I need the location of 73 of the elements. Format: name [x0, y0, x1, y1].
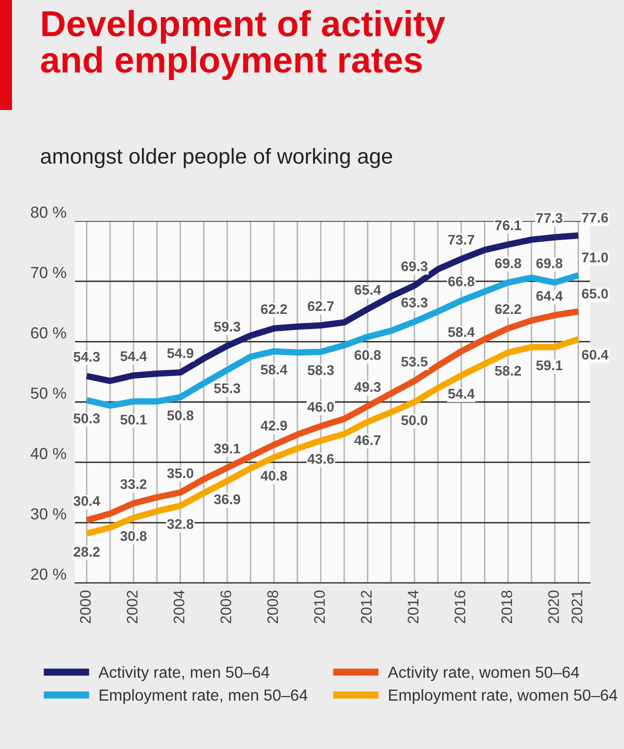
data-label: 49.3 — [354, 382, 381, 392]
data-label: 46.7 — [354, 435, 381, 446]
x-tick-label: 2010 — [314, 590, 325, 624]
data-label: 62.2 — [260, 304, 287, 314]
data-label: 65.0 — [582, 288, 608, 299]
data-label: 60.4 — [582, 350, 608, 360]
chart-subtitle: amongst older people of working age — [40, 148, 392, 168]
data-label: 42.9 — [260, 420, 287, 431]
data-label: 32.8 — [167, 519, 194, 529]
data-label: 50.1 — [120, 414, 147, 425]
y-tick-label: 30 % — [30, 508, 66, 520]
data-label: 58.3 — [308, 365, 334, 376]
data-label: 55.3 — [214, 383, 240, 394]
data-label: 62.2 — [495, 304, 522, 314]
y-tick-label: 20 % — [31, 568, 66, 580]
data-label: 36.9 — [214, 494, 240, 504]
data-label: 77.3 — [536, 213, 562, 223]
data-label: 77.6 — [582, 212, 608, 223]
data-label: 63.3 — [401, 298, 428, 308]
data-label: 69.3 — [401, 261, 428, 272]
x-tick-label: 2012 — [360, 590, 372, 624]
data-label: 39.1 — [214, 444, 240, 454]
data-label: 65.4 — [354, 284, 382, 295]
data-label: 71.0 — [582, 252, 608, 262]
data-label: 59.1 — [536, 360, 562, 370]
data-label: 50.0 — [401, 415, 428, 426]
data-label: 64.4 — [536, 290, 563, 301]
data-label: 69.8 — [536, 258, 562, 268]
data-label: 53.5 — [401, 356, 428, 367]
x-tick-label: 2008 — [267, 590, 278, 624]
data-label: 62.7 — [308, 301, 334, 312]
data-label: 54.9 — [167, 348, 194, 358]
x-tick-label: 2004 — [174, 590, 184, 624]
data-label: 30.8 — [120, 531, 147, 542]
y-tick-label: 40 % — [30, 448, 66, 460]
data-label: 50.3 — [74, 414, 100, 424]
data-label: 58.2 — [494, 366, 522, 376]
x-tick-label: 2006 — [220, 590, 232, 624]
data-label: 54.4 — [120, 351, 147, 362]
x-tick-label: 2016 — [454, 590, 466, 624]
chart-title: Development of activity and employment rates — [41, 10, 446, 80]
data-label: 35.0 — [167, 468, 194, 478]
data-label: 54.3 — [74, 352, 100, 362]
y-tick-label: 70 % — [31, 266, 66, 278]
y-tick-label: 50 % — [30, 388, 66, 399]
data-label: 69.8 — [495, 258, 522, 268]
data-label: 66.8 — [448, 276, 474, 286]
x-tick-label: 2014 — [408, 590, 419, 624]
data-label: 33.2 — [120, 479, 146, 490]
data-label: 28.2 — [74, 546, 100, 557]
legend-label: Activity rate, men 50–64 — [98, 666, 270, 682]
data-label: 30.4 — [74, 496, 100, 506]
x-tick-label: 2020 — [548, 590, 559, 624]
x-tick-label: 2018 — [501, 590, 512, 624]
legend-label: Activity rate, women 50–64 — [388, 666, 580, 682]
data-label: 76.1 — [495, 220, 522, 230]
y-tick-label: 80 % — [30, 206, 66, 218]
x-tick-label: 2002 — [126, 590, 138, 624]
x-tick-label: 2021 — [572, 590, 582, 624]
data-label: 50.8 — [167, 410, 194, 420]
x-tick-label: 2000 — [80, 590, 91, 624]
data-label: 54.4 — [448, 388, 475, 399]
data-label: 43.6 — [307, 454, 334, 464]
data-label: 59.3 — [214, 322, 240, 332]
data-label: 58.4 — [448, 327, 475, 337]
data-label: 40.8 — [260, 470, 288, 481]
legend-label: Employment rate, men 50–64 — [100, 689, 308, 704]
data-label: 46.0 — [307, 402, 334, 412]
data-label: 58.4 — [260, 364, 288, 374]
data-label: 73.7 — [448, 234, 474, 245]
legend-label: Employment rate, women 50–64 — [389, 689, 618, 704]
y-tick-label: 60 % — [31, 327, 66, 339]
data-label: 60.8 — [354, 350, 381, 360]
